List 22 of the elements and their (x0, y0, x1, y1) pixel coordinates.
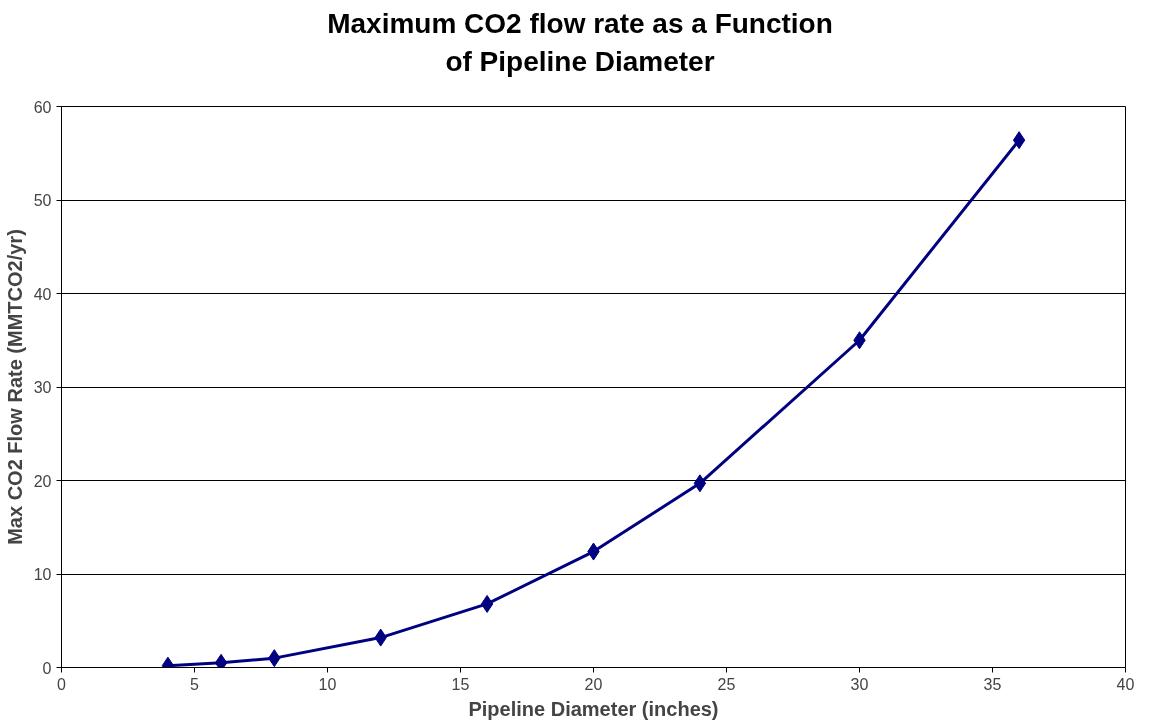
y-tick-label: 0 (42, 659, 52, 677)
y-tick-label: 50 (33, 192, 52, 209)
x-tick-label: 25 (717, 675, 736, 693)
x-tick-label: 35 (983, 675, 1002, 693)
y-tick-label: 10 (33, 566, 52, 583)
x-axis-title: Pipeline Diameter (inches) (468, 697, 719, 720)
x-tick-label: 15 (451, 675, 470, 693)
x-tick-label: 30 (850, 675, 869, 693)
y-tick-label: 20 (33, 472, 52, 490)
x-tick-label: 20 (584, 675, 603, 693)
x-tick-label: 40 (1116, 675, 1135, 693)
x-tick-label: 0 (57, 675, 67, 693)
x-tick-label: 10 (318, 675, 337, 693)
point (1012, 131, 1026, 150)
y-axis-title: Max CO2 Flow Rate (MMTCO2/yr) (3, 229, 26, 545)
point (693, 474, 707, 493)
chart-title: Maximum CO2 flow rate as a Function of Pipeline Diameter (327, 7, 833, 79)
y-tick-label: 30 (33, 379, 52, 396)
y-tick-label: 60 (33, 98, 52, 116)
point (480, 594, 494, 613)
x-tick-label: 5 (190, 675, 200, 693)
y-tick-label: 40 (33, 285, 52, 303)
